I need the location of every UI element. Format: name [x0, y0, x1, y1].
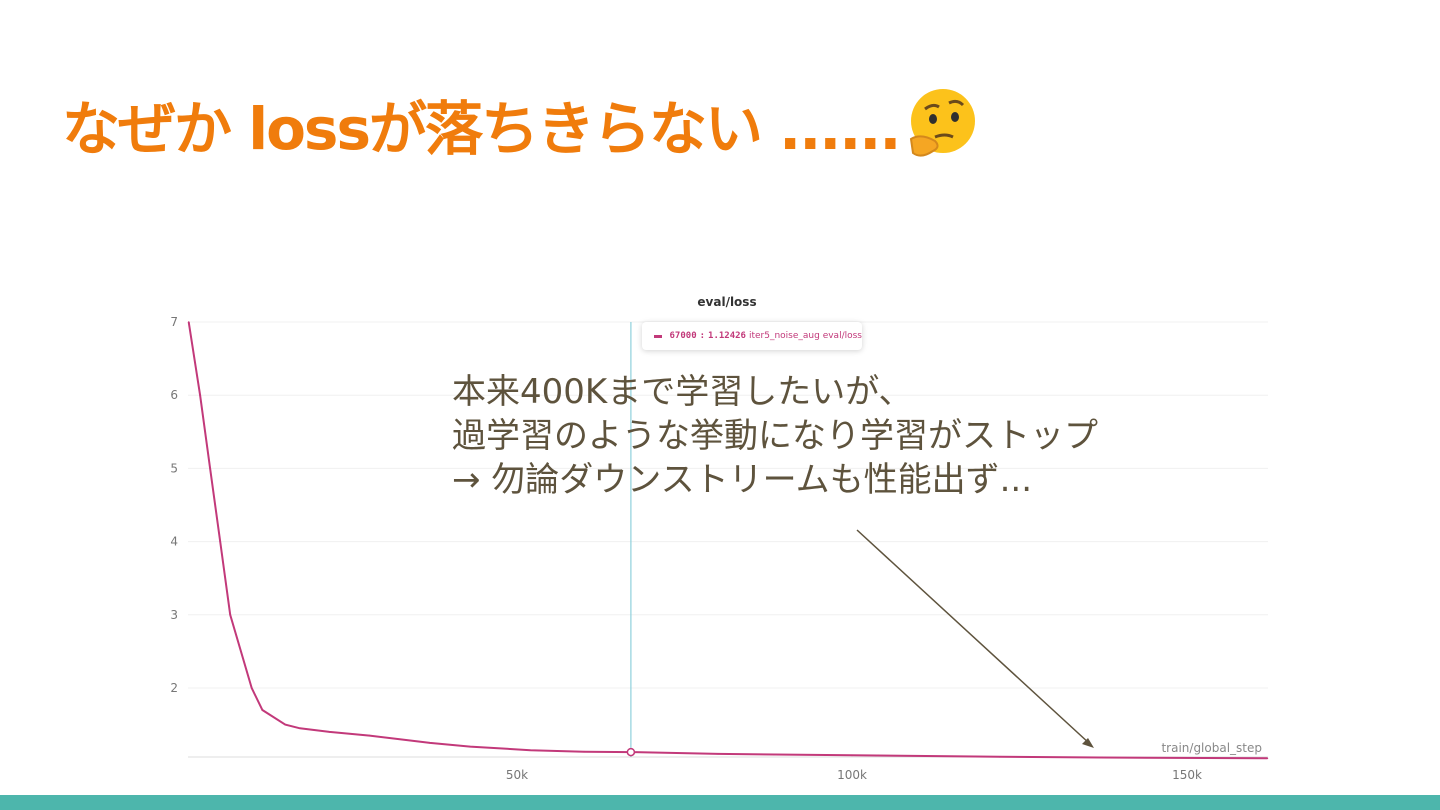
data-point [398, 738, 401, 741]
data-point [219, 540, 221, 543]
annotation-arrow [856, 529, 1091, 745]
data-point [284, 723, 286, 726]
hover-tooltip: 67000: 1.12426 iter5_noise_aug eval/loss [642, 322, 862, 350]
data-point [851, 754, 853, 757]
data-point [187, 321, 190, 323]
data-point [229, 614, 232, 616]
annotation-text: 本来400Kまで学習したいが、 過学習のような挙動になり学習がストップ → 勿論… [452, 370, 1098, 502]
series-swatch [654, 334, 662, 338]
data-point [717, 753, 719, 755]
y-tick-label: 5 [170, 461, 178, 475]
data-point [469, 745, 471, 748]
data-point [583, 750, 585, 753]
y-tick-label: 3 [170, 608, 178, 622]
slide-title-text: なぜか lossが落ちきらない ...... [62, 95, 901, 163]
tooltip-value: 1.12426 [708, 331, 746, 341]
series-line-iter5-noise-aug [187, 321, 1268, 760]
data-point [1099, 756, 1101, 759]
annotation-line-3: → 勿論ダウンストリームも性能出ず... [452, 460, 1033, 500]
y-tick-label: 6 [170, 388, 178, 402]
tooltip-step: 67000 [669, 331, 697, 341]
data-point [328, 731, 331, 733]
data-point [209, 467, 211, 470]
data-point [529, 749, 532, 752]
data-point [250, 687, 253, 689]
annotation-line-2: 過学習のような挙動になり学習がストップ [452, 416, 1098, 456]
slide-title: なぜか lossが落ちきらない ...... [62, 82, 979, 166]
x-tick-label: 50k [506, 768, 528, 782]
data-point [261, 709, 264, 711]
chart-title: eval/loss [697, 295, 756, 309]
data-point [368, 734, 371, 737]
arrow-head-icon [1082, 738, 1094, 748]
data-point [429, 742, 431, 744]
y-tick-label: 7 [170, 315, 178, 329]
data-point [199, 394, 201, 397]
annotation-line-1: 本来400Kまで学習したいが、 [452, 372, 913, 412]
x-tick-label: 100k [837, 768, 867, 782]
tooltip-label: iter5_noise_aug eval/loss [748, 331, 862, 341]
thinking-face-icon [910, 89, 976, 157]
x-tick-label: 150k [1172, 768, 1202, 782]
x-axis-label: train/global_step [1161, 741, 1262, 755]
data-point [1266, 757, 1269, 760]
y-tick-label: 4 [170, 535, 178, 549]
y-tick-label: 2 [170, 681, 178, 695]
hover-point[interactable] [626, 747, 636, 757]
data-point [998, 756, 1001, 758]
data-point [299, 727, 301, 730]
footer-bar [0, 795, 1440, 810]
